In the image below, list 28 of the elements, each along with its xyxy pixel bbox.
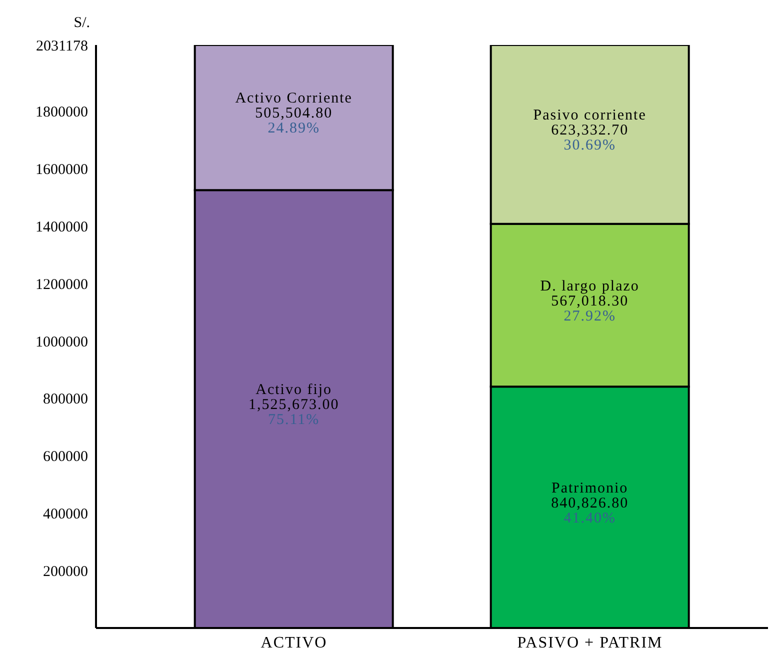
annotation: 24.89% [268,120,320,137]
series-label: Activo fijo [256,382,332,398]
series-label: D. largo plazo [540,278,640,294]
x-tick-label: PASIVO + PATRIM [517,634,663,652]
series-label: Patrimonio [552,480,628,496]
annotation: 27.92% [564,308,616,324]
y-tick-label: 1200000 [36,276,88,293]
y-tick-label: 600000 [43,449,88,466]
y-axis-title: S/. [74,15,90,31]
y-tick-label: 200000 [43,564,88,580]
y-tick-label: 1000000 [36,334,88,350]
y-tick-label: 2031178 [36,38,88,54]
series-label: Activo Corriente [235,90,352,107]
x-tick-label: ACTIVO [260,634,328,652]
data-label: 567,018.30 [551,293,629,310]
data-label: 505,504.80 [255,106,333,122]
y-tick-label: 1400000 [36,219,88,236]
y-tick-label: 1600000 [36,162,88,178]
data-label: 623,332.70 [551,122,629,138]
data-label: 840,826.80 [551,495,629,512]
series-label: Pasivo corriente [533,107,646,124]
annotation: 75.11% [268,412,320,428]
annotation: 30.69% [564,137,616,154]
y-tick-label: 1800000 [36,104,88,121]
y-tick-label: 400000 [43,506,88,523]
annotation: 41.40% [564,510,616,526]
y-tick-label: 800000 [43,392,88,408]
data-label: 1,525,673.00 [248,397,340,414]
